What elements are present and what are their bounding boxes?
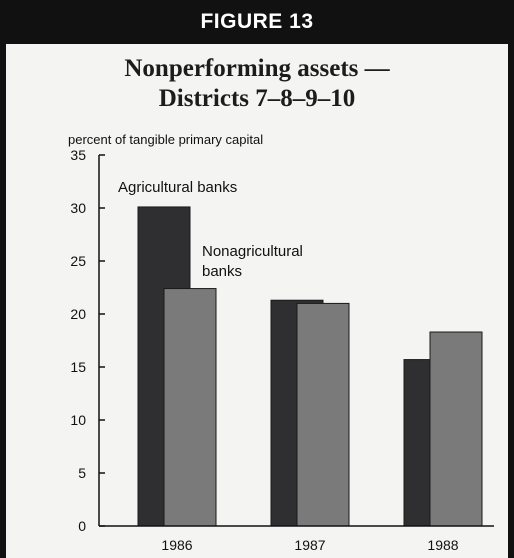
- y-tick-label: 20: [70, 306, 86, 322]
- bars: [137, 206, 483, 527]
- y-tick-label: 10: [70, 412, 86, 428]
- bar-nonagricultural-1987: [296, 302, 350, 527]
- figure-header: FIGURE 13: [6, 0, 508, 44]
- bar-nonagricultural-1986: [163, 288, 217, 527]
- y-tick-label: 5: [78, 465, 86, 481]
- y-axis-label: percent of tangible primary capital: [68, 132, 263, 147]
- legend-label-nonagricultural-line-1: Nonagricultural: [202, 243, 303, 260]
- bar-chart: percent of tangible primary capital 0 5 10…: [68, 132, 494, 553]
- legend-label-nonagricultural-line-2: banks: [202, 263, 242, 280]
- y-tick-label: 35: [70, 147, 86, 163]
- bar-nonagricultural-1988: [429, 331, 483, 527]
- y-tick-label: 30: [70, 200, 86, 216]
- y-tick-label: 0: [78, 518, 86, 534]
- y-axis-ticks: 0 5 10 15 20 25 30 35: [70, 147, 105, 534]
- y-tick-label: 15: [70, 359, 86, 375]
- x-tick-label-1986: 1986: [161, 537, 192, 553]
- legend-label-agricultural: Agricultural banks: [118, 179, 237, 196]
- x-tick-label-1987: 1987: [294, 537, 325, 553]
- chart-title-line-1: Nonperforming assets —: [124, 55, 390, 82]
- chart-title-line-2: Districts 7–8–9–10: [158, 85, 356, 112]
- chart-title: Nonperforming assets — Districts 7–8–9–1…: [6, 54, 508, 114]
- y-tick-label: 25: [70, 253, 86, 269]
- x-axis-labels: 1986 1987 1988: [161, 537, 458, 553]
- x-tick-label-1988: 1988: [427, 537, 458, 553]
